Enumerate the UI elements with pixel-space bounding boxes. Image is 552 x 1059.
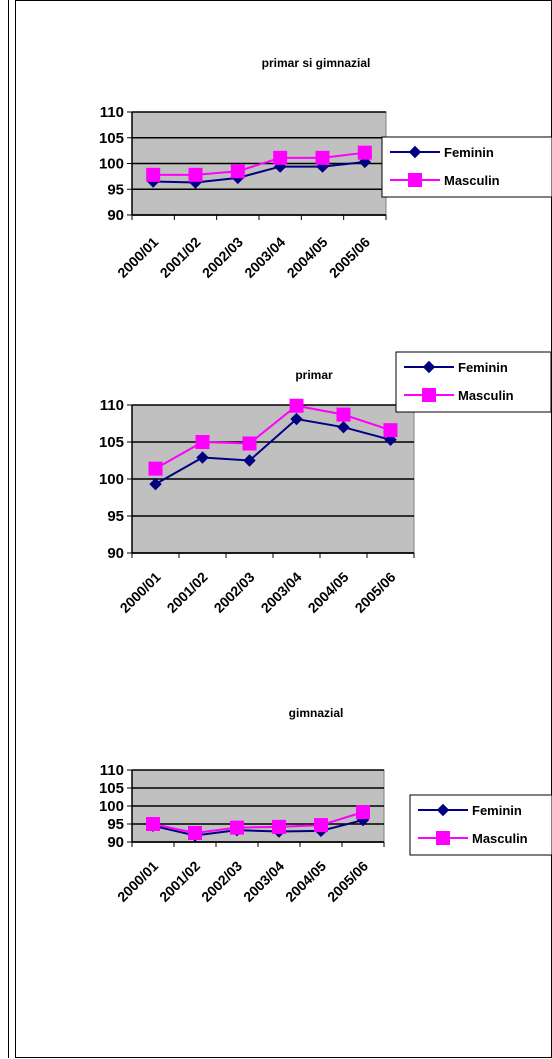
y-tick-label: 100 bbox=[99, 798, 124, 815]
left-page-edge bbox=[0, 0, 9, 1058]
y-tick-label: 95 bbox=[107, 816, 124, 833]
data-point-masculin bbox=[195, 435, 210, 449]
x-tick-label: 2005/06 bbox=[324, 858, 371, 905]
legend bbox=[395, 351, 552, 413]
data-point-masculin bbox=[314, 818, 328, 833]
y-tick-label: 110 bbox=[100, 397, 124, 414]
y-tick-label: 110 bbox=[100, 762, 124, 779]
y-tick-label: 100 bbox=[99, 471, 124, 488]
y-tick-label: 105 bbox=[99, 780, 124, 797]
chart-title: primar bbox=[295, 368, 333, 382]
x-tick-label: 2001/02 bbox=[156, 858, 203, 905]
data-point-masculin bbox=[230, 164, 245, 179]
data-point-feminin bbox=[243, 454, 256, 467]
data-point-masculin bbox=[148, 461, 163, 476]
y-tick-label: 100 bbox=[99, 156, 124, 173]
y-tick-label: 105 bbox=[99, 434, 124, 451]
x-tick-label: 2000/01 bbox=[114, 858, 161, 905]
data-point-feminin bbox=[149, 477, 162, 491]
series-line-feminin bbox=[153, 160, 365, 184]
y-tick-label: 90 bbox=[107, 834, 124, 851]
y-tick-label: 90 bbox=[107, 545, 124, 562]
y-tick-label: 95 bbox=[107, 181, 124, 198]
legend-label-masculin: Masculin bbox=[444, 173, 500, 188]
legend-marker-masculin bbox=[422, 388, 436, 402]
data-point-masculin bbox=[336, 407, 351, 422]
y-tick-label: 110 bbox=[100, 104, 124, 121]
data-point-masculin bbox=[357, 145, 372, 160]
data-point-feminin bbox=[290, 412, 303, 426]
series-line-feminin bbox=[155, 417, 391, 486]
data-point-masculin bbox=[188, 826, 202, 840]
data-point-masculin bbox=[146, 817, 160, 831]
data-point-masculin bbox=[230, 820, 244, 835]
legend bbox=[409, 794, 552, 856]
x-tick-label: 2002/03 bbox=[198, 858, 245, 905]
data-point-masculin bbox=[356, 805, 370, 820]
series-line-masculin bbox=[155, 404, 391, 470]
y-tick-label: 105 bbox=[99, 130, 124, 147]
legend-label-masculin: Masculin bbox=[472, 831, 528, 846]
x-tick-label: 2004/05 bbox=[282, 858, 329, 905]
data-point-masculin bbox=[273, 150, 288, 165]
legend-marker-feminin bbox=[408, 145, 422, 159]
legend-label-masculin: Masculin bbox=[458, 388, 514, 403]
y-tick-label: 95 bbox=[107, 508, 124, 525]
data-point-masculin bbox=[242, 436, 257, 451]
data-point-masculin bbox=[188, 167, 203, 182]
data-point-masculin bbox=[272, 819, 286, 834]
chart-title: gimnazial bbox=[289, 706, 344, 720]
legend-marker-masculin bbox=[436, 831, 450, 845]
data-point-feminin bbox=[337, 420, 350, 434]
series-line-masculin bbox=[153, 151, 365, 176]
data-point-masculin bbox=[289, 398, 304, 413]
legend-label-feminin: Feminin bbox=[458, 360, 508, 375]
data-point-masculin bbox=[383, 423, 398, 438]
legend-marker-feminin bbox=[436, 803, 450, 817]
legend-marker-masculin bbox=[408, 173, 422, 187]
data-point-feminin bbox=[196, 451, 209, 464]
chart-title: primar si gimnazial bbox=[262, 56, 371, 70]
data-point-masculin bbox=[315, 150, 330, 165]
legend-label-feminin: Feminin bbox=[472, 803, 522, 818]
legend-label-feminin: Feminin bbox=[444, 145, 494, 160]
y-tick-label: 90 bbox=[107, 207, 124, 224]
data-point-masculin bbox=[146, 167, 161, 182]
legend-marker-feminin bbox=[422, 360, 436, 374]
x-tick-label: 2003/04 bbox=[240, 858, 287, 905]
